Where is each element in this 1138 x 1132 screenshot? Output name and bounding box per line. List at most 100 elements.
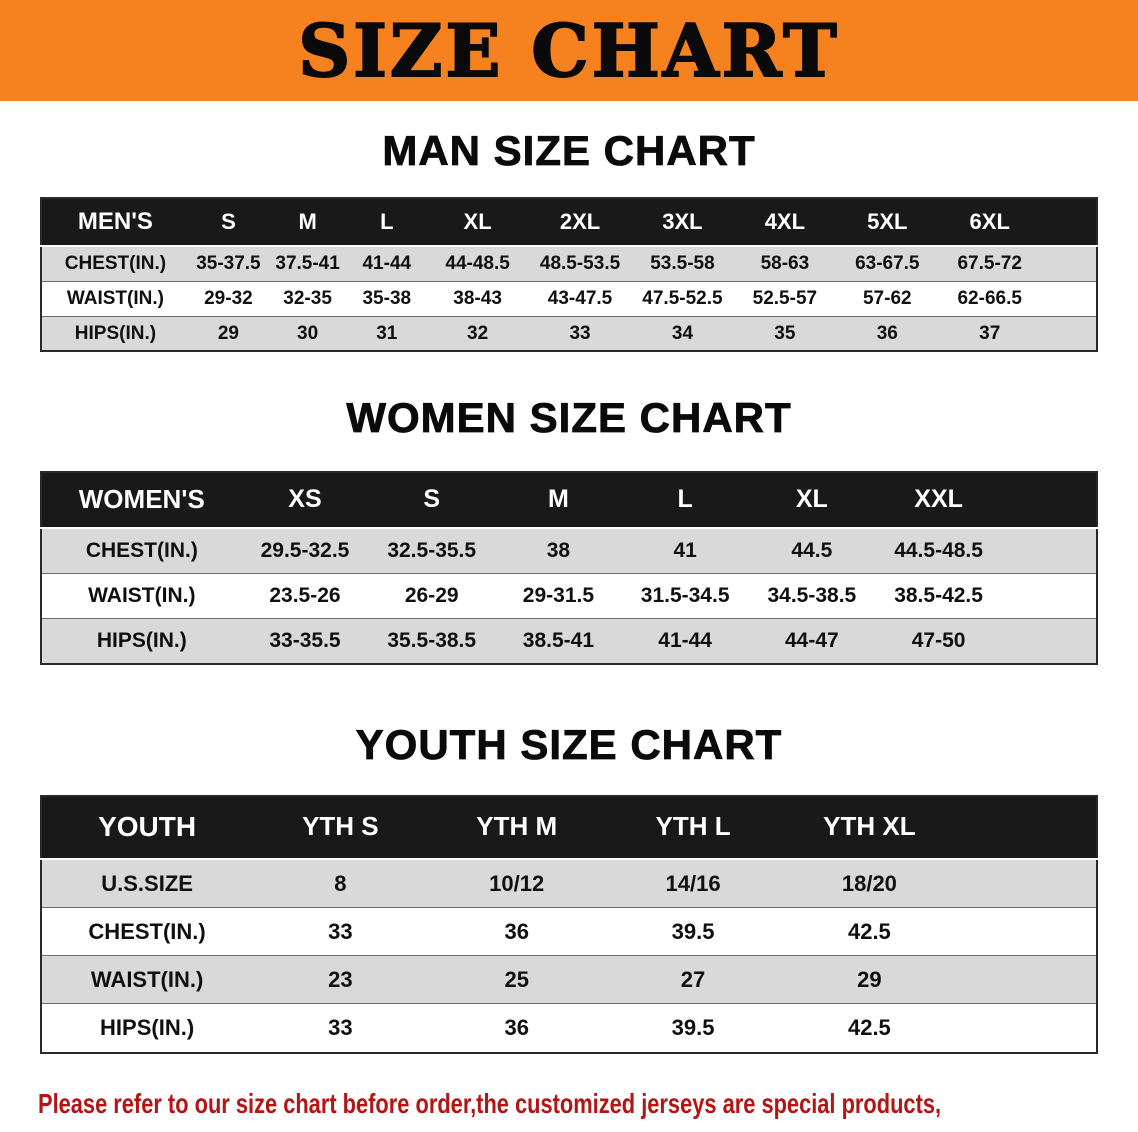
spacer-cell [957, 796, 1097, 860]
size-value-cell: 37 [979, 322, 1001, 344]
page-title: SIZE CHART [297, 7, 840, 93]
youth-size-table: YOUTH YTH S YTH M YTH L YTH XL U.S.SIZE 8 10/12… [40, 795, 1098, 1054]
size-value-cell: 63-67.5 [855, 252, 920, 274]
spacer-cell [958, 907, 1097, 955]
disclaimer-line-1: Please refer to our size chart before or… [38, 1087, 942, 1119]
table-title-cell: WOMEN'S [41, 471, 242, 529]
size-value-cell: 36 [504, 1015, 529, 1041]
size-column-header: S [188, 198, 269, 247]
size-column-header: 3XL [631, 198, 734, 247]
measurement-row: WAIST(IN.) 23.5-26 26-29 29-31.5 31.5-34.5 34… [41, 573, 1097, 619]
size-value-cell: 23 [328, 967, 353, 993]
size-column-header: XS [241, 471, 369, 529]
size-value-cell: 14/16 [665, 870, 721, 896]
size-value-cell: 35-37.5 [196, 252, 261, 274]
disclaimer: Please refer to our size chart before or… [38, 1084, 942, 1132]
size-value-cell: 34.5-38.5 [767, 583, 857, 607]
size-value-cell: 48.5-53.5 [539, 252, 621, 274]
measurement-row: CHEST(IN.) 35-37.5 37.5-41 41-44 44-48.5 48.5… [41, 245, 1097, 282]
header-row: YOUTH YTH S YTH M YTH L YTH XL [41, 796, 1097, 860]
size-value-cell: 52.5-57 [752, 287, 818, 309]
size-value-cell: 44.5 [791, 538, 833, 562]
spacer-cell [1041, 281, 1097, 316]
disclaimer-line-2: we don't accept cancel, change, teturn o… [38, 1124, 896, 1132]
size-column-header: 4XL [733, 198, 837, 247]
size-value-cell: 29.5-32.5 [260, 538, 350, 562]
youth-section-heading: YOUTH SIZE CHART [355, 721, 783, 769]
size-column-header: YTH L [604, 796, 782, 860]
women-size-table: WOMEN'S XS S M L XL XXL CHEST(IN.) 29.5-32.5 32.5… [40, 470, 1098, 666]
size-value-cell: 67.5-72 [957, 252, 1022, 274]
size-value-cell: 36 [876, 322, 898, 344]
size-value-cell: 57-62 [862, 287, 912, 309]
size-value-cell: 29 [217, 322, 239, 344]
size-value-cell: 42.5 [847, 1015, 891, 1041]
size-value-cell: 27 [680, 967, 706, 993]
size-value-cell: 38-43 [453, 287, 502, 309]
size-column-header: 6XL [938, 198, 1041, 247]
row-label: WAIST(IN.) [88, 583, 196, 607]
size-column-header: 2XL [528, 198, 632, 247]
size-column-header: S [368, 471, 496, 529]
banner: SIZE CHART [0, 0, 1138, 101]
row-label: HIPS(IN.) [74, 322, 157, 344]
table-title-cell: YOUTH [41, 796, 253, 860]
size-value-cell: 23.5-26 [269, 583, 341, 607]
men-size-table: MEN'S S M L XL 2XL 3XL 4XL 5XL 6XL CHEST(IN.) 35-37… [40, 197, 1098, 353]
spacer-cell [958, 1004, 1097, 1053]
size-value-cell: 43-47.5 [547, 287, 613, 309]
row-label: CHEST(IN.) [64, 252, 167, 274]
size-value-cell: 39.5 [671, 1015, 715, 1041]
row-label: WAIST(IN.) [66, 287, 164, 309]
row-label: HIPS(IN.) [96, 628, 187, 652]
women-section-heading: WOMEN SIZE CHART [346, 394, 792, 442]
size-value-cell: 47-50 [911, 628, 966, 652]
measurement-row: CHEST(IN.) 29.5-32.5 32.5-35.5 38 41 44.5 44.5… [41, 527, 1097, 574]
measurement-row: HIPS(IN.) 33 36 39.5 42.5 [41, 1003, 1097, 1053]
size-value-cell: 41-44 [362, 252, 412, 274]
size-value-cell: 33 [328, 1015, 353, 1041]
spacer-cell [1002, 528, 1097, 574]
size-value-cell: 47.5-52.5 [642, 287, 723, 309]
size-value-cell: 29 [857, 967, 882, 993]
size-value-cell: 44-48.5 [445, 252, 510, 274]
spacer-cell [1041, 246, 1097, 281]
size-value-cell: 44.5-48.5 [894, 538, 983, 562]
size-value-cell: 8 [334, 870, 347, 896]
measurement-row: WAIST(IN.) 23 25 27 29 [41, 955, 1097, 1004]
size-value-cell: 38.5-41 [522, 628, 595, 652]
table-title-cell: MEN'S [41, 198, 189, 247]
size-column-header: 5XL [836, 198, 939, 247]
measurement-row: CHEST(IN.) 33 36 39.5 42.5 [41, 907, 1097, 956]
size-value-cell: 29-32 [204, 287, 253, 309]
size-column-header: XL [748, 471, 876, 529]
size-value-cell: 26-29 [404, 583, 459, 607]
men-section-heading: MAN SIZE CHART [382, 127, 756, 175]
size-value-cell: 36 [504, 918, 529, 944]
row-label: CHEST(IN.) [85, 538, 198, 562]
size-value-cell: 34 [671, 322, 694, 344]
size-value-cell: 10/12 [489, 870, 545, 896]
row-label: U.S.SIZE [101, 870, 193, 896]
youth-size-section: YOUTH SIZE CHART YOUTH YTH S YTH M YTH L YTH… [0, 721, 1138, 1054]
spacer-cell [958, 956, 1097, 1004]
size-column-header: XXL [875, 471, 1002, 529]
size-value-cell: 53.5-58 [650, 252, 715, 274]
men-size-section: MAN SIZE CHART MEN'S S M L XL 2XL 3XL 4XL 5XL 6XL… [0, 127, 1138, 353]
size-column-header: YTH M [428, 796, 605, 860]
size-column-header: YTH XL [781, 796, 958, 860]
size-value-cell: 41-44 [658, 628, 712, 652]
size-value-cell: 37.5-41 [275, 252, 340, 274]
row-label: HIPS(IN.) [100, 1015, 195, 1041]
size-value-cell: 35 [774, 322, 796, 344]
size-value-cell: 58-63 [760, 252, 810, 274]
spacer-cell [1040, 198, 1097, 247]
size-value-cell: 41 [673, 538, 697, 562]
size-value-cell: 31.5-34.5 [640, 583, 730, 607]
spacer-cell [1002, 573, 1097, 618]
size-value-cell: 44-47 [785, 628, 839, 652]
size-column-header: L [347, 198, 427, 247]
size-value-cell: 62-66.5 [957, 287, 1022, 309]
size-value-cell: 18/20 [841, 870, 897, 896]
size-column-header: XL [426, 198, 529, 247]
